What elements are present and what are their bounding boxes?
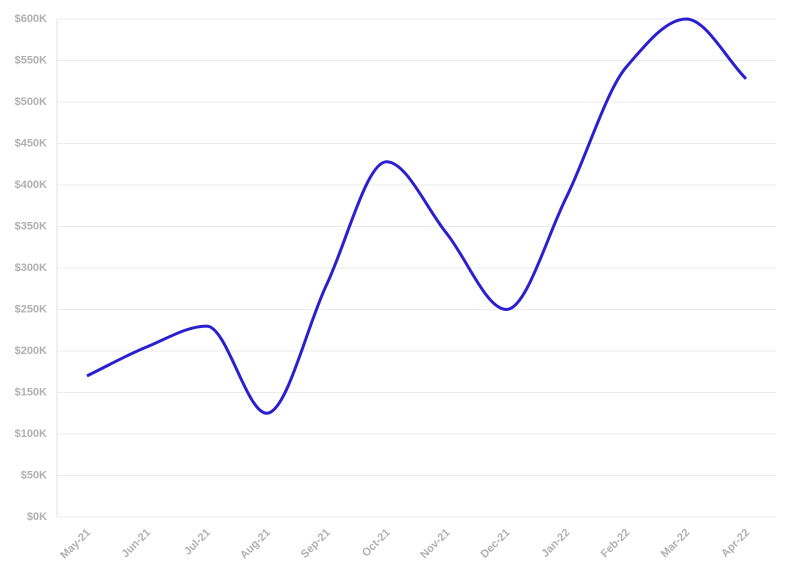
x-tick-label: Mar-22 <box>659 527 693 561</box>
y-tick-label: $550K <box>15 54 47 66</box>
y-tick-label: $600K <box>15 13 47 25</box>
y-tick-label: $300K <box>15 262 47 274</box>
line-series <box>86 17 748 415</box>
x-tick-label: Aug-21 <box>238 527 273 562</box>
y-tick-label: $0K <box>27 511 47 523</box>
y-tick-label: $100K <box>15 428 47 440</box>
y-tick-label: $200K <box>15 345 47 357</box>
x-tick-label: Jul-21 <box>182 527 213 558</box>
y-tick-label: $450K <box>15 137 47 149</box>
x-tick-label: Feb-22 <box>599 527 633 561</box>
x-tick-label: Apr-22 <box>719 527 752 560</box>
x-tick-label: May-21 <box>58 527 93 562</box>
x-tick-label: Jan-22 <box>539 527 572 560</box>
y-tick-label: $500K <box>15 96 47 108</box>
y-tick-label: $250K <box>15 303 47 315</box>
x-tick-label: Oct-21 <box>360 527 393 560</box>
x-tick-label: Sep-21 <box>299 527 333 561</box>
y-tick-label: $350K <box>15 220 47 232</box>
y-tick-label: $150K <box>15 386 47 398</box>
y-tick-label: $50K <box>21 469 47 481</box>
x-tick-label: Dec-21 <box>479 527 513 561</box>
x-tick-label: Jun-21 <box>119 527 153 561</box>
y-tick-label: $400K <box>15 179 47 191</box>
x-tick-label: Nov-21 <box>418 527 452 561</box>
